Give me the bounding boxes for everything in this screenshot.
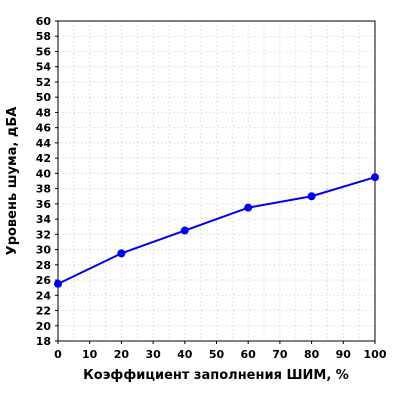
- y-tick-label: 30: [36, 244, 52, 257]
- x-tick-label: 80: [304, 348, 320, 361]
- y-tick-label: 42: [36, 152, 51, 165]
- data-point: [371, 173, 379, 182]
- y-tick-label: 24: [36, 289, 52, 302]
- y-tick-label: 56: [36, 45, 52, 58]
- y-tick-label: 60: [36, 15, 52, 28]
- y-tick-label: 36: [36, 198, 52, 211]
- x-tick-label: 90: [336, 348, 352, 361]
- y-tick-label: 26: [36, 274, 52, 287]
- data-point: [307, 192, 316, 201]
- y-axis-title: Уровень шума, дБА: [5, 107, 20, 256]
- y-tick-label: 52: [36, 76, 51, 89]
- x-axis-title: Коэффициент заполнения ШИМ, %: [83, 368, 349, 383]
- data-point: [117, 249, 126, 258]
- grid: [58, 21, 375, 341]
- x-tick-label: 70: [272, 348, 288, 361]
- x-tick-label: 40: [177, 348, 193, 361]
- x-tick-label: 0: [54, 348, 62, 361]
- series: [54, 173, 379, 288]
- data-point: [244, 203, 253, 212]
- data-point: [180, 226, 189, 235]
- x-tick-labels: 0 10 20 30 40 50 60 70 80 90 100: [54, 348, 387, 361]
- x-tick-label: 60: [241, 348, 257, 361]
- data-point: [54, 279, 62, 288]
- series-line: [57, 176, 376, 285]
- y-tick-label: 46: [36, 122, 52, 135]
- y-tick-label: 18: [36, 335, 51, 348]
- y-tick-label: 40: [36, 167, 52, 180]
- x-tick-label: 100: [364, 348, 387, 361]
- x-tick-label: 30: [145, 348, 161, 361]
- x-tick-label: 10: [82, 348, 98, 361]
- y-tick-label: 54: [36, 61, 52, 74]
- axis-ticks: [55, 20, 376, 344]
- y-tick-labels: 18 20 22 24 26 28 30 32 34 36 38 40 42 44 46 48 50 52 54 56…: [36, 15, 52, 348]
- y-tick-label: 38: [36, 183, 51, 196]
- x-tick-label: 50: [209, 348, 225, 361]
- x-tick-label: 20: [114, 348, 130, 361]
- y-tick-label: 44: [36, 137, 52, 150]
- y-tick-label: 58: [36, 30, 51, 43]
- y-tick-label: 34: [36, 213, 52, 226]
- y-tick-label: 32: [36, 228, 51, 241]
- y-tick-label: 22: [36, 305, 51, 318]
- y-tick-label: 20: [36, 320, 52, 333]
- y-tick-label: 48: [36, 106, 51, 119]
- y-tick-label: 50: [36, 91, 52, 104]
- y-tick-label: 28: [36, 259, 51, 272]
